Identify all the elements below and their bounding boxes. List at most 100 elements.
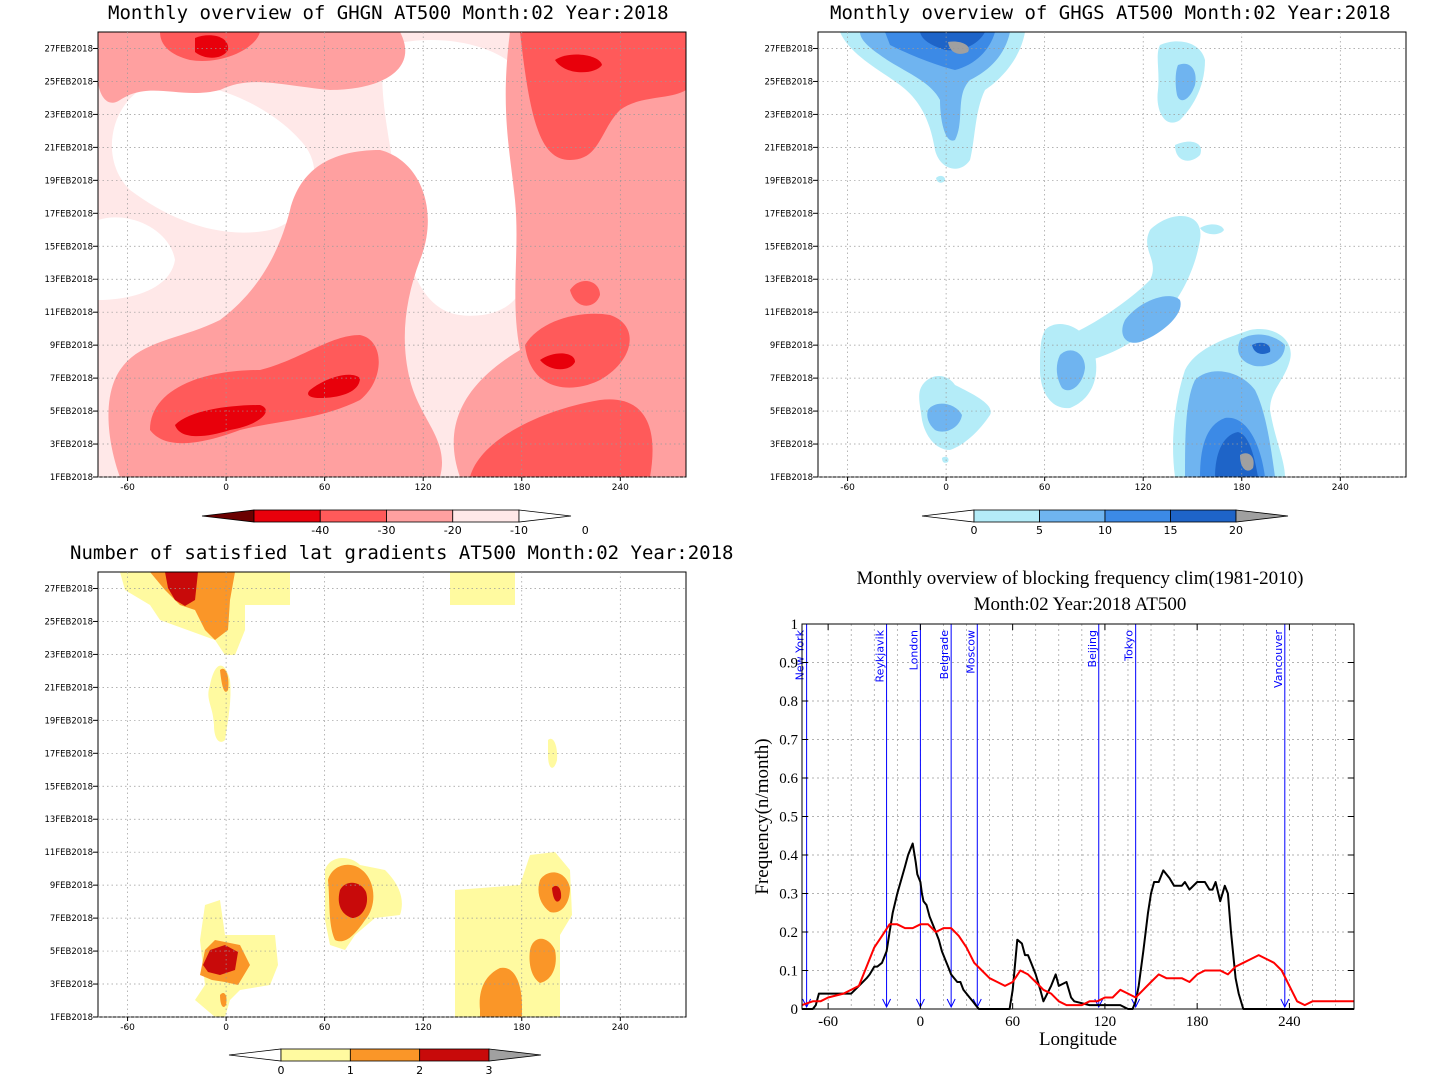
colorbar-segment bbox=[386, 509, 454, 523]
y-tick-label: 9FEB2018 bbox=[50, 881, 93, 891]
x-tick-label: 60 bbox=[1005, 1014, 1020, 1030]
x-tick-label: 180 bbox=[513, 1023, 530, 1033]
lat-gradients-grid bbox=[98, 572, 686, 1018]
x-tick-label: 240 bbox=[1278, 1014, 1301, 1030]
x-tick-label: -60 bbox=[120, 483, 135, 493]
x-tick-label: 180 bbox=[1233, 483, 1250, 493]
blocking-subtitle: Month:02 Year:2018 AT500 bbox=[973, 594, 1187, 615]
y-tick-label: 0.7 bbox=[779, 733, 798, 749]
ghgn-grid bbox=[98, 32, 686, 478]
city-label: Vancouver bbox=[1272, 630, 1285, 688]
y-tick-label: 27FEB2018 bbox=[44, 584, 93, 594]
lat-gradients-colorbar: 0 1 2 3 bbox=[228, 1048, 542, 1077]
colorbar-segment bbox=[452, 509, 520, 523]
colorbar-right-arrow bbox=[488, 1048, 542, 1062]
colorbar-label: -20 bbox=[444, 524, 462, 537]
colorbar-label: 1 bbox=[347, 1064, 354, 1077]
y-tick-label: 19FEB2018 bbox=[44, 716, 93, 726]
y-tick-label: 0.5 bbox=[779, 810, 798, 826]
ghgn-axes: 1FEB2018 3FEB2018 5FEB2018 7FEB2018 9FEB2018… bbox=[44, 44, 629, 493]
ghgs-grid bbox=[818, 32, 1406, 478]
x-tick-label: 120 bbox=[415, 483, 432, 493]
x-tick-label: 0 bbox=[943, 483, 949, 493]
x-tick-label: -60 bbox=[840, 483, 855, 493]
colorbar-segment bbox=[349, 1048, 421, 1062]
colorbar-label: -30 bbox=[378, 524, 396, 537]
colorbar-label: 2 bbox=[416, 1064, 423, 1077]
colorbar-label: 10 bbox=[1098, 524, 1112, 537]
y-tick-label: 15FEB2018 bbox=[44, 242, 93, 252]
blocking-axes: 0 0.1 0.2 0.3 0.4 0.5 0.6 0.7 0.8 0.9 1 -60 0 60 120 18… bbox=[752, 617, 1354, 1050]
y-tick-label: 5FEB2018 bbox=[770, 407, 813, 417]
y-tick-label: 13FEB2018 bbox=[44, 815, 93, 825]
blocking-title-line1: Monthly overview of blocking frequency c… bbox=[856, 568, 1304, 589]
y-tick-label: 7FEB2018 bbox=[770, 374, 813, 384]
colorbar-label: -40 bbox=[311, 524, 329, 537]
y-tick-label: 0.6 bbox=[779, 771, 798, 787]
ghgn-title: Monthly overview of GHGN AT500 Month:02 … bbox=[108, 2, 669, 24]
colorbar-segment bbox=[253, 509, 321, 523]
colorbar-label: -10 bbox=[510, 524, 528, 537]
y-tick-label: 3FEB2018 bbox=[50, 980, 93, 990]
x-tick-label: 120 bbox=[1135, 483, 1152, 493]
colorbar-label: 20 bbox=[1229, 524, 1243, 537]
blocking-line-chart: New York Reykjavik London Belgrade Moscow Bei… bbox=[752, 617, 1355, 1050]
x-tick-label: 180 bbox=[1186, 1014, 1209, 1030]
colorbar-right-arrow bbox=[518, 509, 572, 523]
series-line bbox=[802, 842, 1354, 1010]
y-tick-label: 5FEB2018 bbox=[50, 407, 93, 417]
x-tick-label: 0 bbox=[917, 1014, 925, 1030]
y-tick-label: 0.1 bbox=[779, 964, 798, 980]
colorbar-segment bbox=[973, 509, 1040, 523]
y-tick-label: 5FEB2018 bbox=[50, 947, 93, 957]
x-tick-label: -60 bbox=[120, 1023, 135, 1033]
colorbar-label: 5 bbox=[1036, 524, 1043, 537]
x-tick-label: 0 bbox=[223, 1023, 229, 1033]
x-tick-label: 0 bbox=[223, 483, 229, 493]
x-tick-label: 120 bbox=[1094, 1014, 1117, 1030]
y-tick-label: 15FEB2018 bbox=[764, 242, 813, 252]
colorbar-label: 0 bbox=[971, 524, 978, 537]
y-tick-label: 17FEB2018 bbox=[44, 209, 93, 219]
y-axis-label: Frequency(n/month) bbox=[752, 738, 773, 894]
y-tick-label: 17FEB2018 bbox=[44, 749, 93, 759]
city-label: London bbox=[907, 630, 920, 670]
city-marker-arrow bbox=[882, 998, 892, 1009]
lat-gradients-title: Number of satisfied lat gradients AT500 … bbox=[70, 542, 734, 564]
y-tick-label: 1FEB2018 bbox=[50, 473, 93, 483]
colorbar-left-arrow bbox=[228, 1048, 282, 1062]
y-tick-label: 23FEB2018 bbox=[764, 110, 813, 120]
colorbar-segment bbox=[1104, 509, 1171, 523]
y-tick-label: 9FEB2018 bbox=[50, 341, 93, 351]
city-label: Beijing bbox=[1086, 630, 1099, 667]
y-tick-label: 11FEB2018 bbox=[44, 308, 93, 318]
y-tick-label: 1FEB2018 bbox=[770, 473, 813, 483]
x-axis-label: Longitude bbox=[1039, 1029, 1117, 1050]
y-tick-label: 3FEB2018 bbox=[50, 440, 93, 450]
colorbar-label: 0 bbox=[278, 1064, 285, 1077]
colorbar-label: 3 bbox=[486, 1064, 493, 1077]
city-marker-arrow bbox=[1131, 998, 1141, 1009]
y-tick-label: 7FEB2018 bbox=[50, 914, 93, 924]
x-tick-label: 120 bbox=[415, 1023, 432, 1033]
x-tick-label: 180 bbox=[513, 483, 530, 493]
y-tick-label: 0 bbox=[791, 1002, 799, 1018]
y-tick-label: 25FEB2018 bbox=[44, 77, 93, 87]
city-label: Belgrade bbox=[938, 630, 951, 680]
lat-gradients-heatmap: 1FEB2018 3FEB2018 5FEB2018 7FEB2018 9FEB2018… bbox=[44, 571, 687, 1033]
y-tick-label: 1FEB2018 bbox=[50, 1013, 93, 1023]
y-tick-label: 9FEB2018 bbox=[770, 341, 813, 351]
series-line bbox=[801, 923, 1354, 1007]
y-tick-label: 0.4 bbox=[779, 848, 798, 864]
y-tick-label: 0.3 bbox=[779, 887, 798, 903]
y-tick-label: 17FEB2018 bbox=[764, 209, 813, 219]
city-label: Reykjavik bbox=[874, 629, 887, 682]
x-tick-label: 240 bbox=[1332, 483, 1349, 493]
y-tick-label: 21FEB2018 bbox=[44, 683, 93, 693]
x-tick-label: 60 bbox=[319, 1023, 331, 1033]
colorbar-right-arrow bbox=[1235, 509, 1289, 523]
y-tick-label: 11FEB2018 bbox=[44, 848, 93, 858]
y-tick-label: 13FEB2018 bbox=[764, 275, 813, 285]
colorbar-segment bbox=[280, 1048, 351, 1062]
ghgs-colorbar: 0 5 10 15 20 bbox=[921, 509, 1289, 537]
